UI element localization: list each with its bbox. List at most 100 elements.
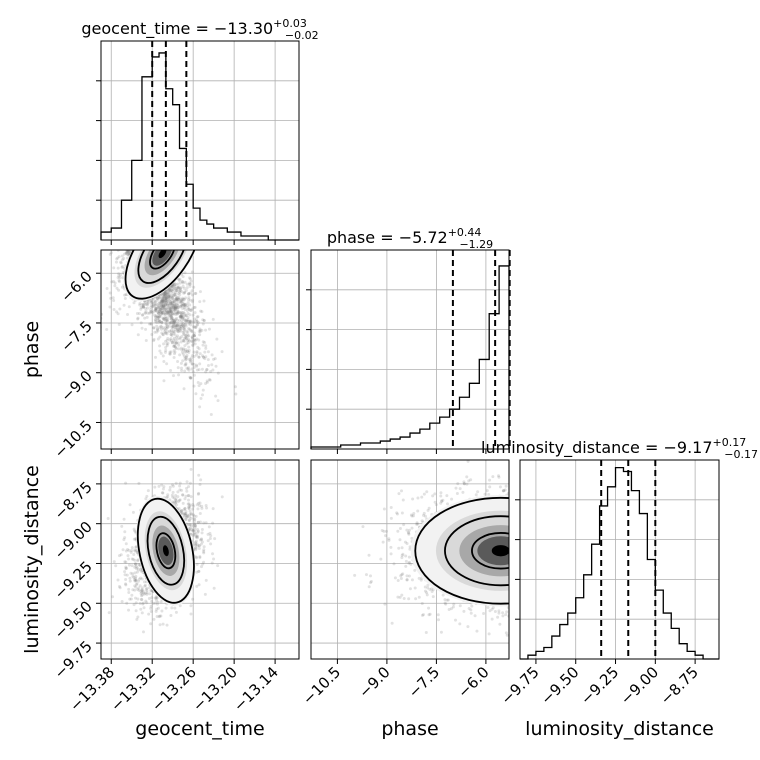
sample-point bbox=[169, 333, 173, 337]
sample-point bbox=[170, 310, 174, 314]
contour-line bbox=[149, 250, 176, 270]
sample-point bbox=[162, 379, 166, 383]
sample-point bbox=[192, 341, 196, 345]
sample-point bbox=[160, 310, 164, 314]
sample-point bbox=[400, 489, 404, 493]
sample-point bbox=[156, 329, 160, 333]
panel-frame bbox=[100, 459, 300, 660]
sample-point bbox=[161, 326, 165, 330]
sample-point bbox=[162, 306, 166, 310]
sample-point bbox=[183, 512, 187, 516]
sample-point bbox=[416, 522, 420, 526]
sample-point bbox=[182, 303, 186, 307]
sample-point bbox=[148, 311, 152, 315]
sample-point bbox=[488, 609, 492, 613]
sample-point bbox=[162, 342, 166, 346]
sample-point bbox=[161, 332, 165, 336]
sample-point bbox=[176, 495, 180, 499]
sample-point bbox=[134, 545, 138, 549]
sample-point bbox=[194, 548, 198, 552]
sample-point bbox=[184, 513, 188, 517]
sample-point bbox=[161, 299, 165, 303]
sample-point bbox=[195, 535, 199, 539]
sample-point bbox=[114, 260, 118, 264]
sample-point bbox=[169, 289, 173, 293]
sample-point bbox=[173, 321, 177, 325]
sample-point bbox=[146, 311, 150, 315]
sample-point bbox=[175, 286, 179, 290]
sample-point bbox=[160, 293, 164, 297]
sample-point bbox=[412, 511, 416, 515]
sample-point bbox=[171, 374, 175, 378]
sample-point bbox=[203, 350, 207, 354]
sample-point bbox=[211, 507, 215, 511]
sample-point bbox=[186, 349, 190, 353]
sample-point bbox=[174, 308, 178, 312]
sample-point bbox=[160, 310, 164, 314]
sample-point bbox=[127, 549, 131, 553]
sample-point bbox=[182, 515, 186, 519]
sample-point bbox=[168, 287, 172, 291]
sample-point bbox=[191, 339, 195, 343]
sample-point bbox=[179, 329, 183, 333]
sample-point bbox=[178, 291, 182, 295]
sample-point bbox=[131, 572, 135, 576]
sample-point bbox=[184, 336, 188, 340]
sample-point bbox=[173, 330, 177, 334]
sample-point bbox=[165, 300, 169, 304]
sample-point bbox=[171, 294, 175, 298]
sample-point bbox=[405, 528, 409, 532]
sample-point bbox=[172, 332, 176, 335]
sample-point bbox=[181, 322, 185, 326]
sample-point bbox=[165, 496, 169, 500]
sample-point bbox=[178, 337, 182, 341]
sample-point bbox=[132, 578, 136, 582]
sample-point bbox=[145, 301, 149, 305]
sample-point bbox=[169, 306, 173, 310]
sample-point bbox=[198, 330, 202, 334]
sample-point bbox=[189, 516, 193, 520]
sample-point bbox=[149, 306, 153, 310]
sample-point bbox=[178, 328, 182, 332]
sample-point bbox=[364, 573, 368, 577]
sample-point bbox=[141, 313, 145, 317]
sample-point bbox=[213, 357, 217, 361]
sample-point bbox=[164, 348, 168, 352]
sample-point bbox=[178, 281, 182, 285]
sample-point bbox=[184, 494, 188, 498]
sample-point bbox=[125, 253, 129, 257]
sample-point bbox=[175, 299, 179, 303]
sample-point bbox=[195, 503, 199, 507]
sample-point bbox=[124, 549, 128, 553]
sample-point bbox=[382, 529, 386, 533]
sample-point bbox=[166, 341, 170, 345]
sample-point bbox=[198, 352, 202, 356]
sample-point bbox=[411, 514, 415, 518]
sample-point bbox=[427, 606, 431, 610]
sample-point bbox=[157, 296, 161, 300]
sample-point bbox=[433, 500, 437, 504]
sample-point bbox=[179, 509, 183, 513]
sample-point bbox=[187, 518, 191, 522]
sample-point bbox=[167, 294, 171, 298]
sample-point bbox=[199, 382, 203, 386]
sample-point bbox=[158, 300, 162, 304]
sample-point bbox=[127, 563, 131, 567]
sample-point bbox=[165, 338, 169, 342]
sample-point bbox=[162, 312, 166, 316]
sample-point bbox=[182, 303, 186, 307]
sample-point bbox=[136, 597, 140, 601]
sample-point bbox=[174, 481, 178, 485]
background-layer bbox=[100, 249, 510, 660]
sample-point bbox=[180, 290, 184, 294]
sample-point bbox=[149, 622, 153, 626]
sample-point bbox=[197, 473, 201, 477]
sample-point bbox=[415, 522, 419, 526]
sample-point bbox=[179, 311, 183, 315]
sample-point bbox=[135, 617, 139, 621]
sample-point bbox=[144, 599, 148, 603]
sample-point bbox=[174, 341, 178, 345]
sample-point bbox=[182, 291, 186, 295]
sample-point bbox=[188, 303, 192, 307]
sample-point bbox=[202, 521, 206, 525]
